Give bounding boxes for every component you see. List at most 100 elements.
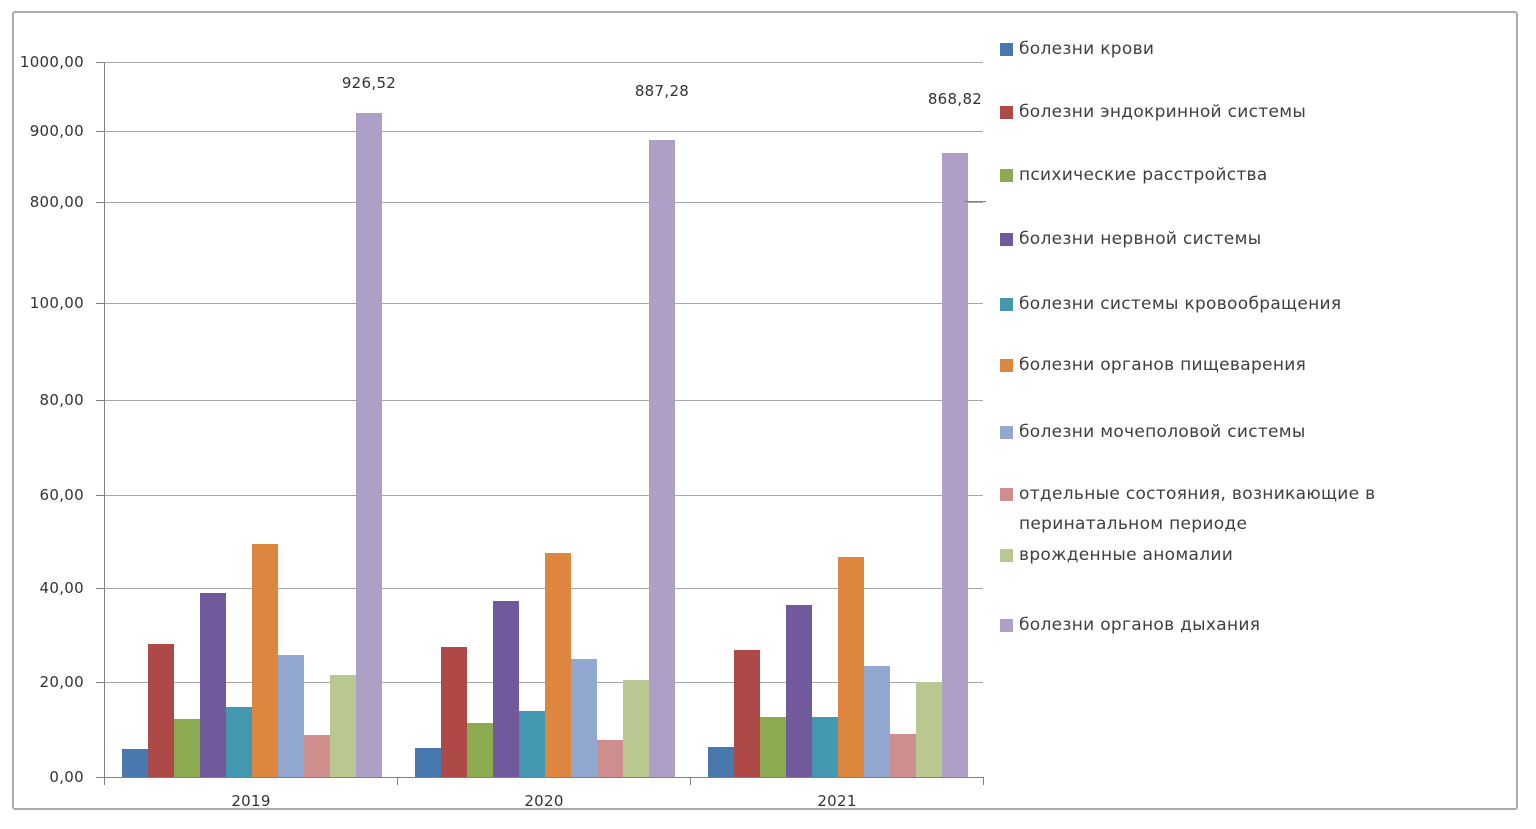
y-tick-80 <box>96 400 104 401</box>
y-tick-label: 900,00 <box>29 122 84 140</box>
legend-label: болезни нервной системы <box>1019 229 1262 249</box>
gridline-40 <box>104 588 983 589</box>
x-tick-3 <box>983 777 984 785</box>
x-tick-label-2021: 2021 <box>817 792 857 810</box>
bar-2020-series-9 <box>623 680 649 777</box>
bar-2019-series-9 <box>330 675 356 777</box>
legend-item-4: болезни нервной системы <box>1000 229 1510 254</box>
legend-item-6: болезни органов пищеварения <box>1000 355 1510 380</box>
bar-2020-series-3 <box>467 723 493 777</box>
legend-label: врожденные аномалии <box>1019 545 1234 565</box>
y-tick-800 <box>96 202 104 203</box>
bar-2021-series-3 <box>760 717 786 777</box>
legend-item-1: болезни крови <box>1000 39 1510 64</box>
y-tick-20 <box>96 682 104 683</box>
y-tick-label: 60,00 <box>39 486 84 504</box>
y-tick-label: 0,00 <box>49 768 84 786</box>
bar-2020-series-6 <box>545 553 571 777</box>
y-tick-label: 40,00 <box>39 579 84 597</box>
data-label-2021: 868,82 <box>927 90 983 108</box>
y-tick-label: 100,00 <box>29 294 84 312</box>
x-tick-2 <box>690 777 691 785</box>
bar-2021-series-7 <box>864 666 890 777</box>
bar-2021-series-5 <box>812 717 838 777</box>
bar-2020-series-1 <box>415 748 441 777</box>
bar-2019-series-5 <box>226 707 252 777</box>
y-tick-100 <box>96 303 104 304</box>
y-tick-label: 800,00 <box>29 193 84 211</box>
legend-item-9: врожденные аномалии <box>1000 545 1510 570</box>
gridline-1000 <box>104 62 983 63</box>
gridline-60 <box>104 495 983 496</box>
bar-2021-series-6 <box>838 557 864 777</box>
y-tick-label: 1000,00 <box>19 53 84 71</box>
bar-2020-series-8 <box>597 740 623 777</box>
legend-label: психические расстройства <box>1019 165 1268 185</box>
legend-item-5: болезни системы кровообращения <box>1000 294 1510 319</box>
bar-2021-series-4 <box>786 605 812 777</box>
y-axis-line <box>104 62 105 777</box>
x-tick-label-2019: 2019 <box>231 792 271 810</box>
bar-2019-series-10 <box>356 113 382 777</box>
legend-swatch-10 <box>1000 619 1013 632</box>
y-tick-1000 <box>96 62 104 63</box>
legend-label: болезни мочеполовой системы <box>1019 422 1306 442</box>
gridline-100 <box>104 303 983 304</box>
legend-label: отдельные состояния, возникающие в перин… <box>1019 484 1376 534</box>
data-label-2019: 926,52 <box>341 74 397 92</box>
legend-swatch-2 <box>1000 106 1013 119</box>
legend-swatch-5 <box>1000 298 1013 311</box>
legend-item-8: отдельные состояния, возникающие в перин… <box>1000 484 1510 539</box>
legend-label: болезни системы кровообращения <box>1019 294 1342 314</box>
data-label-2020: 887,28 <box>634 82 690 100</box>
legend-swatch-1 <box>1000 43 1013 56</box>
y-tick-60 <box>96 495 104 496</box>
legend-item-7: болезни мочеполовой системы <box>1000 422 1510 447</box>
y-tick-40 <box>96 588 104 589</box>
x-tick-label-2020: 2020 <box>524 792 564 810</box>
bar-2019-series-7 <box>278 655 304 777</box>
bar-2021-series-10 <box>942 153 968 777</box>
legend-label: болезни крови <box>1019 39 1155 59</box>
x-tick-1 <box>397 777 398 785</box>
y-tick-label: 80,00 <box>39 391 84 409</box>
legend-item-2: болезни эндокринной системы <box>1000 102 1510 127</box>
bar-2021-series-8 <box>890 734 916 777</box>
bar-2021-series-1 <box>708 747 734 777</box>
legend-swatch-3 <box>1000 169 1013 182</box>
bar-2021-series-2 <box>734 650 760 777</box>
bar-2019-series-6 <box>252 544 278 777</box>
bar-2021-series-9 <box>916 682 942 777</box>
legend-label: болезни эндокринной системы <box>1019 102 1307 122</box>
legend-swatch-6 <box>1000 359 1013 372</box>
bar-2019-series-4 <box>200 593 226 777</box>
legend-swatch-7 <box>1000 426 1013 439</box>
x-axis-line <box>96 777 984 778</box>
bar-2019-series-3 <box>174 719 200 777</box>
y-tick-900 <box>96 131 104 132</box>
legend-swatch-9 <box>1000 549 1013 562</box>
bar-2020-series-5 <box>519 711 545 778</box>
legend: болезни крови болезни эндокринной системы… <box>1000 0 1512 700</box>
legend-label: болезни органов дыхания <box>1019 615 1261 635</box>
legend-label: болезни органов пищеварения <box>1019 355 1307 375</box>
legend-item-10: болезни органов дыхания <box>1000 615 1510 640</box>
axis-break-tick <box>964 201 986 202</box>
legend-swatch-8 <box>1000 488 1013 501</box>
gridline-800 <box>104 202 983 203</box>
gridline-20 <box>104 682 983 683</box>
bar-2020-series-7 <box>571 659 597 777</box>
legend-swatch-4 <box>1000 233 1013 246</box>
legend-item-3: психические расстройства <box>1000 165 1510 190</box>
bar-2019-series-1 <box>122 749 148 777</box>
bar-2020-series-4 <box>493 601 519 777</box>
bar-2019-series-2 <box>148 644 174 777</box>
y-tick-label: 20,00 <box>39 673 84 691</box>
x-tick-0 <box>104 777 105 785</box>
bar-2020-series-2 <box>441 647 467 777</box>
gridline-80 <box>104 400 983 401</box>
bar-2019-series-8 <box>304 735 330 777</box>
gridline-900 <box>104 131 983 132</box>
bar-2020-series-10 <box>649 140 675 777</box>
